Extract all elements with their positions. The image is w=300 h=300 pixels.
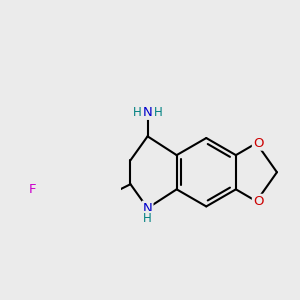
Text: O: O: [253, 137, 263, 150]
Text: F: F: [28, 183, 36, 196]
Text: N: N: [143, 202, 152, 214]
Text: H: H: [154, 106, 162, 119]
Text: H: H: [143, 212, 152, 225]
Text: O: O: [253, 195, 263, 208]
Text: N: N: [143, 106, 152, 119]
Text: H: H: [133, 106, 142, 119]
